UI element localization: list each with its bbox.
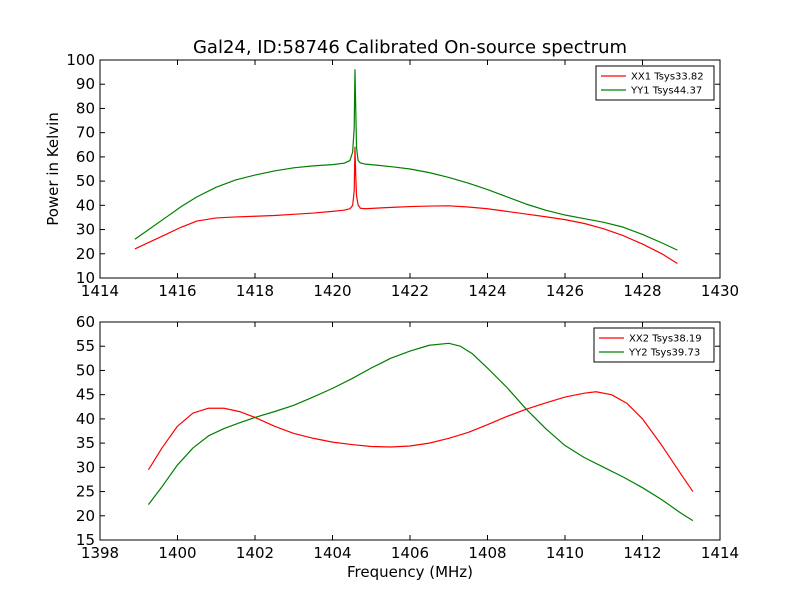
- x-tick-label: 1414: [81, 282, 119, 300]
- y-tick-label: 70: [76, 124, 95, 142]
- y-tick-label: 100: [66, 51, 95, 69]
- x-tick-label: 1424: [468, 282, 506, 300]
- x-axis-label: Frequency (MHz): [347, 563, 473, 581]
- series-line-xx: [134, 146, 678, 264]
- x-tick-label: 1420: [313, 282, 351, 300]
- y-axis-label: Power in Kelvin: [44, 112, 62, 226]
- x-tick-label: 1408: [468, 544, 506, 562]
- legend-entry: YY2 Tsys39.73: [628, 348, 700, 359]
- y-tick-label: 50: [76, 172, 95, 190]
- y-tick-label: 55: [76, 337, 95, 355]
- legend-entry: XX1 Tsys33.82: [631, 72, 704, 83]
- x-tick-label: 1426: [546, 282, 584, 300]
- x-tick-label: 1422: [391, 282, 429, 300]
- y-tick-label: 20: [76, 507, 95, 525]
- x-tick-label: 1404: [313, 544, 351, 562]
- y-tick-label: 35: [76, 434, 95, 452]
- legend-box: [593, 327, 715, 363]
- x-tick-label: 1430: [701, 282, 739, 300]
- top-subplot: 1414 1416 1418 1420 1422 1424 1426 1428 1430 10 20…: [66, 51, 739, 300]
- y-tick-label: 50: [76, 361, 95, 379]
- y-tick-label: 40: [76, 410, 95, 428]
- y-tick-label: 60: [76, 313, 95, 331]
- x-tick-label: 1412: [623, 544, 661, 562]
- x-tick-label: 1402: [236, 544, 274, 562]
- x-tick-label: 1428: [623, 282, 661, 300]
- x-tick-label: 1410: [546, 544, 584, 562]
- legend-box: [595, 65, 715, 101]
- legend-entry: YY1 Tsys44.37: [630, 86, 702, 97]
- bottom-subplot: 1398 1400 1402 1404 1406 1408 1410 1412 1414 15 20…: [76, 313, 739, 562]
- legend: XX1 Tsys33.82 YY1 Tsys44.37: [595, 65, 715, 101]
- x-tick-label: 1406: [391, 544, 429, 562]
- y-tick-label: 40: [76, 196, 95, 214]
- y-tick-label: 20: [76, 245, 95, 263]
- y-tick-label: 10: [76, 269, 95, 287]
- y-tick-label: 45: [76, 386, 95, 404]
- y-tick-label: 30: [76, 458, 95, 476]
- figure-title: Gal24, ID:58746 Calibrated On-source spe…: [193, 37, 627, 58]
- series-line-yy: [147, 342, 694, 522]
- legend-entry: XX2 Tsys38.19: [629, 334, 702, 345]
- x-tick-label: 1414: [701, 544, 739, 562]
- x-tick-label: 1398: [81, 544, 119, 562]
- x-tick-label: 1400: [158, 544, 196, 562]
- x-tick-label: 1418: [236, 282, 274, 300]
- y-tick-label: 60: [76, 148, 95, 166]
- series-line-yy: [134, 69, 678, 251]
- y-tick-label: 30: [76, 221, 95, 239]
- x-tick-label: 1416: [158, 282, 196, 300]
- y-tick-label: 15: [76, 531, 95, 549]
- y-tick-label: 25: [76, 483, 95, 501]
- series-line-xx: [147, 391, 694, 492]
- y-tick-label: 80: [76, 99, 95, 117]
- legend: XX2 Tsys38.19 YY2 Tsys39.73: [593, 327, 715, 363]
- y-tick-label: 90: [76, 75, 95, 93]
